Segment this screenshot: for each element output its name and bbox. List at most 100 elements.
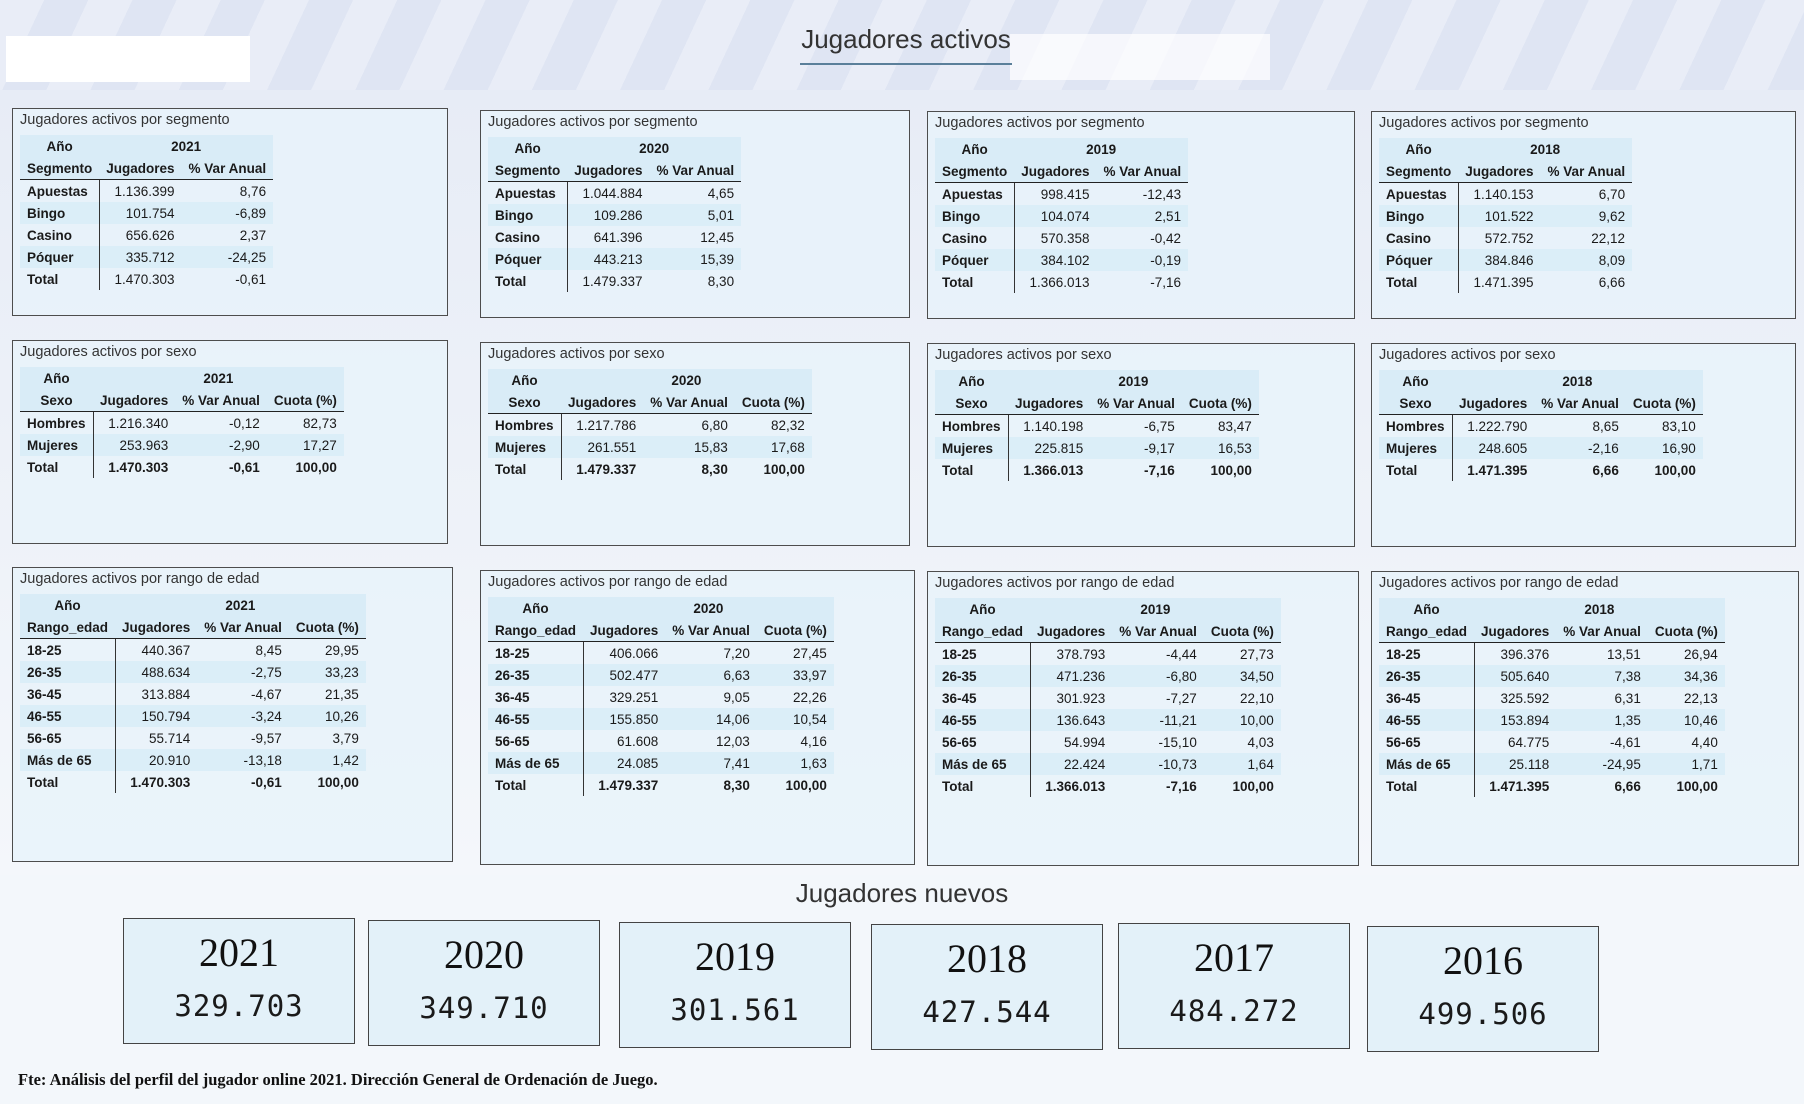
cell-value: 261.551: [561, 436, 644, 458]
year-value: 2020: [561, 369, 812, 391]
row-label: Total: [488, 270, 568, 292]
card-year: 2016: [1443, 938, 1523, 983]
table-row: Mujeres 261.551 15,83 17,68: [488, 436, 812, 458]
row-header: Rango_edad: [488, 619, 584, 642]
year-value: 2020: [567, 137, 742, 159]
total-row: Total 1.470.303 -0,61: [20, 268, 273, 290]
table-row: Bingo 101.522 9,62: [1379, 205, 1633, 227]
table-row: 56-65 54.994 -15,10 4,03: [935, 731, 1281, 753]
cell-value: 4,03: [1247, 734, 1274, 750]
panel-title: Jugadores activos por segmento: [20, 112, 230, 128]
new-players-card: 2018 427.544: [871, 924, 1103, 1050]
data-table: Año 2021 Segmento Jugadores% Var Anual Apues…: [20, 135, 274, 290]
cell-value: 100,00: [763, 461, 805, 477]
table-row: 36-45 329.251 9,05 22,26: [488, 686, 834, 708]
cell-value: 572.752: [1484, 230, 1534, 246]
cell-value: 22,12: [1591, 230, 1626, 246]
column-header: % Var Anual: [1540, 160, 1633, 183]
cell-value: -4,61: [1610, 734, 1641, 750]
row-header: Segmento: [488, 159, 568, 182]
row-label: Bingo: [488, 204, 568, 226]
cell-value: 1.366.013: [1045, 778, 1106, 794]
header-background: [0, 0, 1804, 90]
cell-value: 6,63: [665, 664, 757, 686]
row-label: Total: [488, 774, 584, 796]
cell-value: 1.222.790: [1467, 418, 1528, 434]
year-value: 2019: [1030, 598, 1281, 620]
page-title: Jugadores activos: [800, 24, 1012, 65]
row-label: Bingo: [20, 202, 100, 224]
cell-value: 1,35: [1556, 709, 1648, 731]
column-header: % Var Anual: [181, 157, 274, 180]
column-header: % Var Anual: [1534, 392, 1626, 415]
row-label: 36-45: [1379, 687, 1475, 709]
cell-value: 1.479.337: [598, 777, 659, 793]
cell-value: 33,97: [756, 664, 834, 686]
row-label: 36-45: [488, 686, 584, 708]
row-label: Casino: [935, 227, 1015, 249]
cell-value: 384.102: [1014, 249, 1097, 271]
cell-value: 6,66: [1592, 462, 1619, 478]
new-players-card: 2017 484.272: [1118, 923, 1350, 1049]
column-header: Jugadores: [99, 157, 182, 180]
table-row: 36-45 325.592 6,31 22,13: [1379, 687, 1725, 709]
card-year: 2018: [947, 936, 1027, 981]
cell-value: -12,43: [1142, 186, 1182, 202]
row-label: Apuestas: [935, 182, 1015, 205]
table-row: Más de 65 25.118 -24,95 1,71: [1379, 753, 1725, 775]
panel-title: Jugadores activos por rango de edad: [935, 575, 1175, 591]
cell-value: 24.085: [583, 752, 666, 774]
cell-value: 325.592: [1500, 690, 1550, 706]
row-label: 56-65: [935, 731, 1031, 753]
segment-panel-2020: Jugadores activos por segmento Año 2020 Seg…: [480, 110, 910, 318]
total-row: Total 1.366.013 -7,16 100,00: [935, 775, 1281, 797]
table-row: Póquer 443.213 15,39: [488, 248, 742, 270]
row-label: 56-65: [488, 730, 584, 752]
row-label: 26-35: [20, 661, 116, 683]
cell-value: 10,26: [288, 705, 366, 727]
card-value: 349.710: [419, 991, 549, 1025]
cell-value: -0,12: [229, 415, 260, 431]
cell-value: 313.884: [141, 686, 191, 702]
year-value: 2019: [1014, 138, 1189, 160]
cell-value: 8,65: [1592, 418, 1619, 434]
cell-value: -0,61: [235, 271, 267, 287]
card-value: 301.561: [670, 993, 800, 1027]
cell-value: -6,80: [1112, 665, 1204, 687]
age-panel-2020: Jugadores activos por rango de edad Año 20…: [480, 570, 915, 865]
cell-value: 998.415: [1040, 186, 1090, 202]
cell-value: -2,16: [1534, 437, 1626, 459]
cell-value: 1.366.013: [1023, 462, 1084, 478]
cell-value: 488.634: [115, 661, 198, 683]
cell-value: -15,10: [1158, 734, 1197, 750]
column-header: % Var Anual: [643, 391, 735, 414]
year-value: 2020: [583, 597, 834, 619]
column-header: Jugadores: [1458, 160, 1541, 183]
row-header: Sexo: [935, 392, 1009, 415]
row-label: Mujeres: [488, 436, 562, 458]
row-label: Hombres: [488, 413, 562, 436]
cell-value: 6,66: [1614, 778, 1641, 794]
panel-title: Jugadores activos por segmento: [935, 115, 1145, 131]
cell-value: 104.074: [1014, 205, 1097, 227]
row-label: 46-55: [20, 705, 116, 727]
table-row: Mujeres 253.963 -2,90 17,27: [20, 434, 344, 456]
card-year: 2019: [695, 934, 775, 979]
year-label: Año: [488, 597, 584, 619]
table-header-row: Año 2018: [1379, 598, 1725, 620]
panel-title: Jugadores activos por rango de edad: [1379, 575, 1619, 591]
cell-value: 2,37: [239, 227, 267, 243]
column-header: Cuota (%): [1181, 392, 1259, 415]
cell-value: -0,42: [1150, 230, 1182, 246]
cell-value: 10,54: [756, 708, 834, 730]
table-row: Apuestas 1.140.153 6,70: [1379, 182, 1632, 205]
column-header: % Var Anual: [197, 616, 289, 639]
column-header: Cuota (%): [1625, 392, 1703, 415]
total-row: Total 1.470.303 -0,61 100,00: [20, 771, 366, 793]
total-row: Total 1.479.337 8,30: [488, 270, 741, 292]
row-label: Mujeres: [1379, 437, 1453, 459]
cell-value: 5,01: [649, 204, 742, 226]
segment-panel-2021: Jugadores activos por segmento Año 2021 Seg…: [12, 108, 448, 316]
cell-value: 641.396: [593, 229, 643, 245]
cell-value: 1,64: [1203, 753, 1281, 775]
